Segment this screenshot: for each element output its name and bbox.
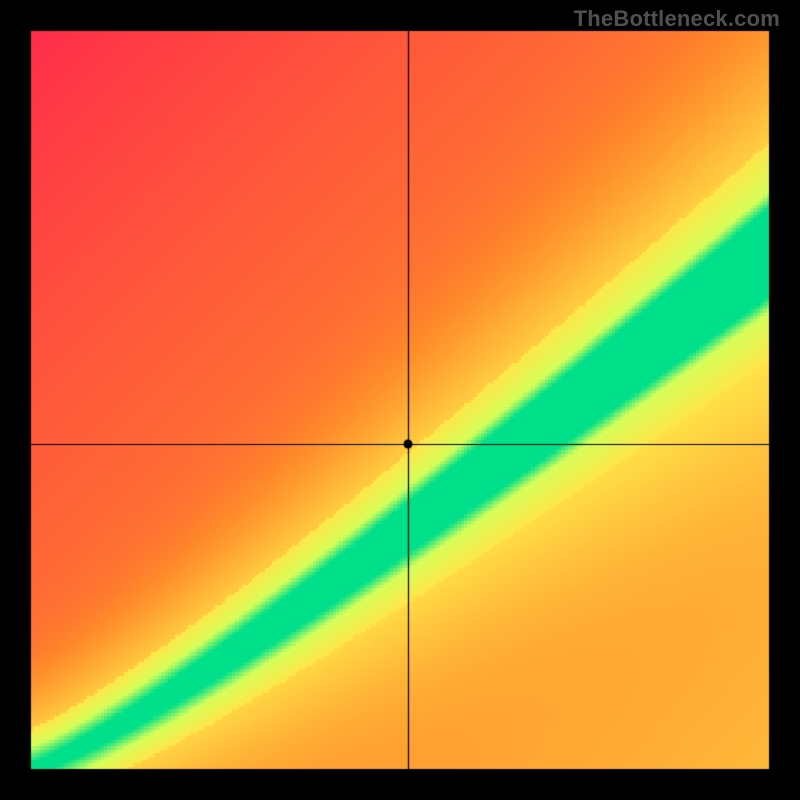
heatmap-canvas (0, 0, 800, 800)
watermark-label: TheBottleneck.com (574, 6, 780, 32)
chart-container: TheBottleneck.com (0, 0, 800, 800)
